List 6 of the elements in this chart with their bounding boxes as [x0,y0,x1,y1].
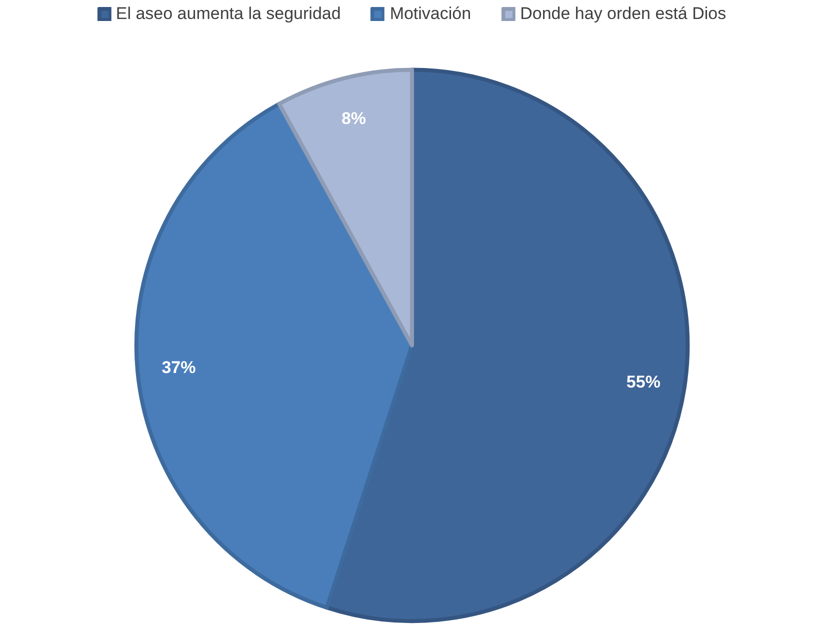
legend-label: El aseo aumenta la seguridad [116,4,341,24]
data-label: 8% [341,108,366,128]
data-label: 37% [162,358,196,377]
legend-label: Motivación [390,4,472,24]
legend-label: Donde hay orden está Dios [520,4,726,24]
data-label: 55% [626,372,660,392]
